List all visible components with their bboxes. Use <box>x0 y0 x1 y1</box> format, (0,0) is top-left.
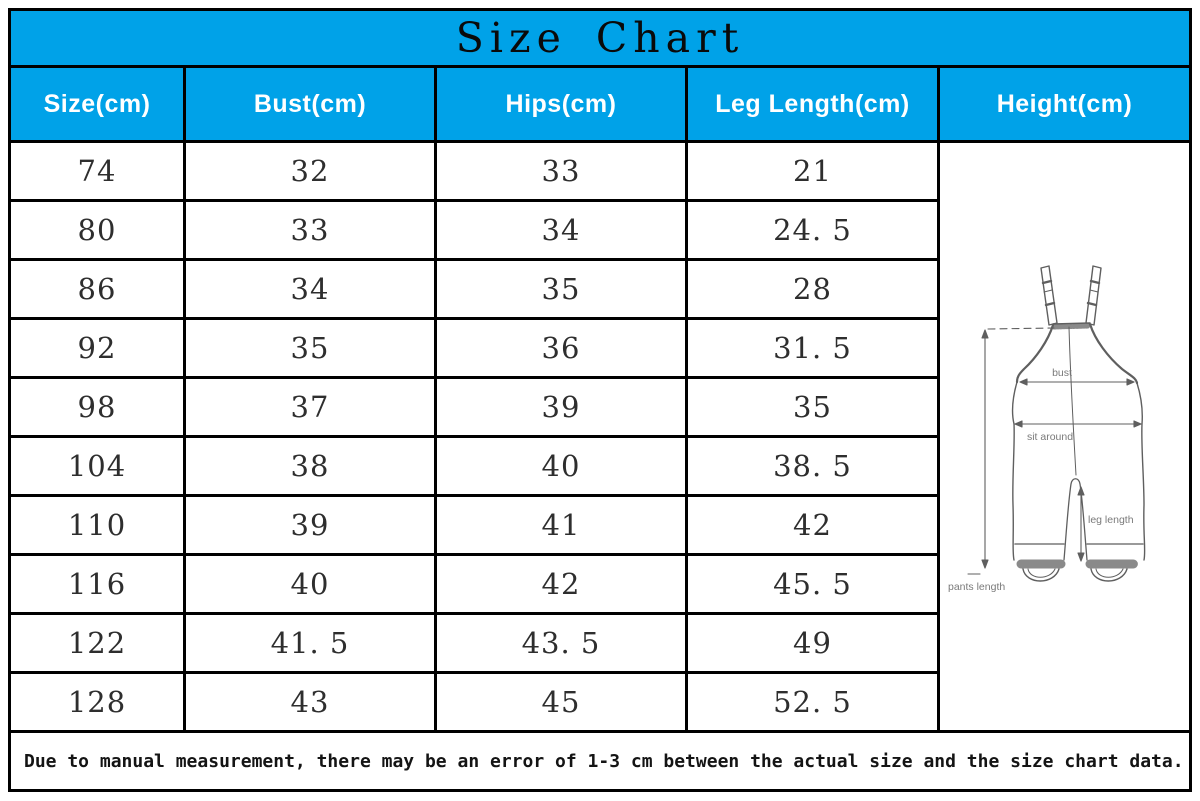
cell-hips: 43. 5 <box>437 615 685 671</box>
cell-hips: 42 <box>437 556 685 612</box>
cell-leg-length: 24. 5 <box>688 202 937 258</box>
column-header-leg-length: Leg Length(cm) <box>688 68 937 140</box>
cell-bust: 39 <box>186 497 434 553</box>
cell-leg-length: 21 <box>688 143 937 199</box>
cell-hips: 36 <box>437 320 685 376</box>
overalls-measurement-diagram: bust sit around leg length pants length <box>948 265 1146 593</box>
cell-hips: 40 <box>437 438 685 494</box>
cell-size: 92 <box>11 320 183 376</box>
cell-size: 128 <box>11 674 183 730</box>
strap-right-icon <box>1085 265 1102 326</box>
page-title: Size Chart <box>11 11 1189 65</box>
cell-size: 98 <box>11 379 183 435</box>
cell-leg-length: 45. 5 <box>688 556 937 612</box>
cell-hips: 35 <box>437 261 685 317</box>
cell-leg-length: 28 <box>688 261 937 317</box>
cell-hips: 41 <box>437 497 685 553</box>
cell-bust: 43 <box>186 674 434 730</box>
column-header-height: Height(cm) <box>940 68 1189 140</box>
cell-hips: 39 <box>437 379 685 435</box>
cell-bust: 33 <box>186 202 434 258</box>
sit-around-arrow-icon <box>1014 420 1142 428</box>
sit-around-label: sit around <box>1027 431 1073 443</box>
cell-leg-length: 35 <box>688 379 937 435</box>
cell-leg-length: 31. 5 <box>688 320 937 376</box>
cell-bust: 34 <box>186 261 434 317</box>
cell-leg-length: 38. 5 <box>688 438 937 494</box>
cell-bust: 37 <box>186 379 434 435</box>
cell-size: 116 <box>11 556 183 612</box>
bust-arrow-icon <box>1019 378 1135 386</box>
column-header-size: Size(cm) <box>11 68 183 140</box>
column-header-hips: Hips(cm) <box>437 68 685 140</box>
cell-leg-length: 49 <box>688 615 937 671</box>
cell-bust: 38 <box>186 438 434 494</box>
cell-bust: 40 <box>186 556 434 612</box>
cell-bust: 41. 5 <box>186 615 434 671</box>
cell-leg-length: 42 <box>688 497 937 553</box>
measurement-disclaimer: Due to manual measurement, there may be … <box>11 733 1189 789</box>
cell-leg-length: 52. 5 <box>688 674 937 730</box>
strap-left-icon <box>1040 265 1058 326</box>
cell-size: 122 <box>11 615 183 671</box>
cell-size: 104 <box>11 438 183 494</box>
pants-length-label: pants length <box>948 581 1005 593</box>
cell-size: 80 <box>11 202 183 258</box>
pants-length-arrow-icon <box>967 327 1055 575</box>
height-column-illustration-cell: bust sit around leg length pants length <box>940 143 1189 730</box>
size-chart-table: Size Chart Size(cm) Bust(cm) Hips(cm) Le… <box>8 8 1192 792</box>
bust-label: bust <box>1052 367 1072 379</box>
cell-hips: 45 <box>437 674 685 730</box>
cell-size: 74 <box>11 143 183 199</box>
cell-bust: 32 <box>186 143 434 199</box>
column-header-bust: Bust(cm) <box>186 68 434 140</box>
cell-hips: 34 <box>437 202 685 258</box>
leg-length-arrow-icon <box>1077 486 1085 562</box>
cell-hips: 33 <box>437 143 685 199</box>
cell-bust: 35 <box>186 320 434 376</box>
cell-size: 86 <box>11 261 183 317</box>
cell-size: 110 <box>11 497 183 553</box>
leg-length-label: leg length <box>1088 514 1134 526</box>
